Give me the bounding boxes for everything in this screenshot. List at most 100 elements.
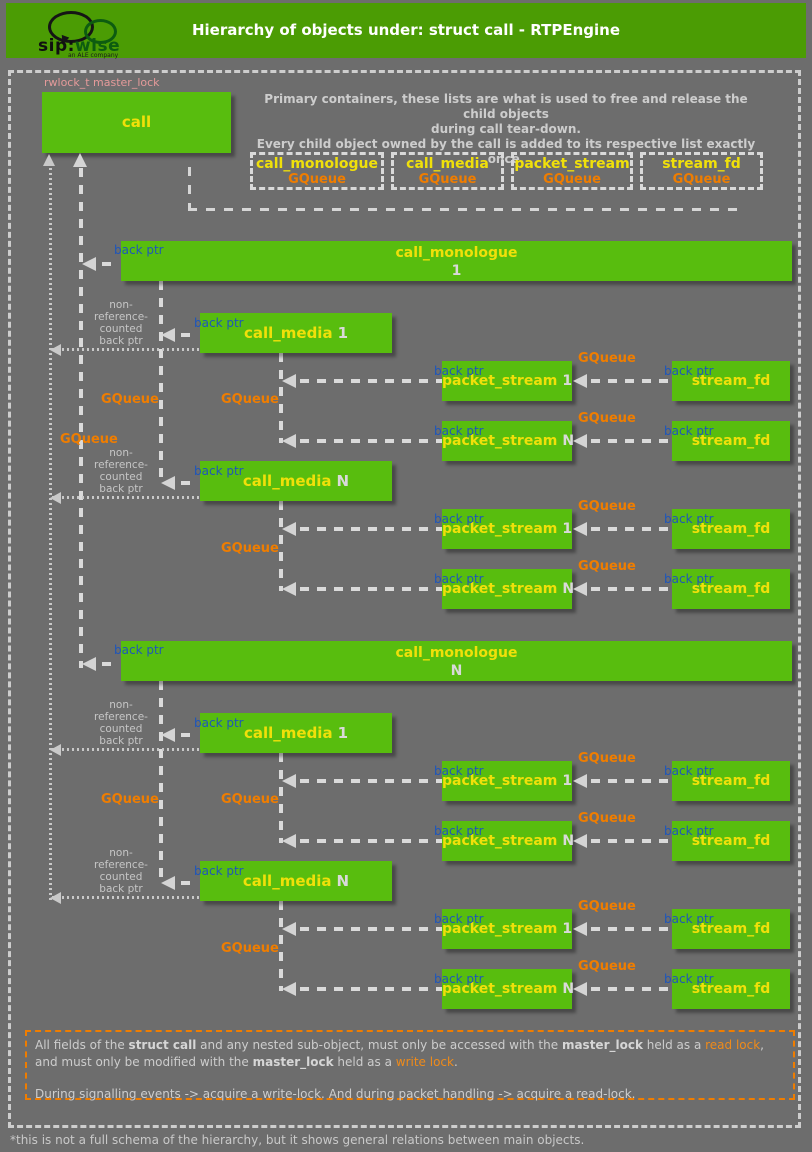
gqueue-arrow [573,774,587,788]
call-media-box: call_media 1 [200,313,392,353]
gqueue-line [591,439,672,443]
back-ptr-label: back ptr [664,424,714,438]
rwlock-master-lock-label: rwlock_t master_lock [44,76,160,89]
note-line-1: All fields of the struct call and any ne… [35,1037,785,1054]
call-monologue-box: call_monologue 1 [121,241,792,281]
legend-name: packet_stream [514,156,630,172]
non-ref-backptr-label: non- reference- counted back ptr [94,299,148,347]
back-ptr-label: back ptr [434,972,484,986]
stream-fd-name: stream_fd [691,981,771,997]
call-media-box: call_media 1 [200,713,392,753]
back-ptr-label: back ptr [194,464,244,478]
non-ref-line: non- [109,447,133,459]
note-text: All fields of the [35,1038,129,1052]
packet-stream-index: 1 [562,373,573,389]
logo-tagline: an ALE company [68,52,119,59]
back-ptr-line [181,333,194,337]
packet-stream-box: packet_stream 1 [442,761,572,801]
gqueue-label: GQueue [578,559,636,574]
non-ref-line: back ptr [99,335,143,347]
gqueue-label: GQueue [221,941,279,956]
stream-fd-box: stream_fd [672,421,790,461]
back-ptr-arrow [50,892,61,904]
gqueue-label: GQueue [221,792,279,807]
gqueue-arrow [573,374,587,388]
logo-wise: wise [74,36,121,56]
legend-name: call_monologue [255,156,379,172]
media-name: call_media [242,872,332,890]
gqueue-line [591,927,672,931]
non-ref-line: back ptr [99,483,143,495]
logo-speech-bubble-small-icon [84,19,117,44]
stream-fd-name: stream_fd [691,581,771,597]
back-ptr-label: back ptr [434,764,484,778]
monologue-name: call_monologue [395,245,518,261]
gqueue-label: GQueue [60,432,118,447]
back-ptr-arrow [82,257,96,271]
gqueue-arrow [282,774,296,788]
back-ptr-label: back ptr [434,824,484,838]
back-ptr-label: back ptr [114,243,164,257]
note-text: held as a [642,1038,706,1052]
back-ptr-label: back ptr [194,716,244,730]
media-name: call_media [242,472,332,490]
note-text: , [760,1038,764,1052]
stream-fd-name: stream_fd [691,433,771,449]
packet-stream-index: 1 [562,521,573,537]
diagram-frame [8,70,801,1128]
back-ptr-line [181,733,194,737]
call-media-box: call_media N [200,461,392,501]
packet-stream-box: packet_stream 1 [442,909,572,949]
back-ptr-label: back ptr [664,364,714,378]
legend-item-stream-fd: stream_fd GQueue [640,152,763,190]
gqueue-line [300,927,442,931]
gqueue-arrow [282,922,296,936]
non-ref-backptr-trunk-line [49,168,52,902]
primary-note-line: Every child object owned by the call is … [256,137,756,166]
back-ptr-line [181,881,194,885]
back-ptr-label: back ptr [434,572,484,586]
non-ref-line: counted [99,723,143,735]
gqueue-arrow [282,522,296,536]
gqueue-stream-line [279,501,283,591]
non-ref-line: counted [99,471,143,483]
gqueue-media-line [159,281,163,479]
stream-fd-box: stream_fd [672,569,790,609]
back-ptr-arrow [161,328,175,342]
note-read-lock: read lock [705,1038,761,1052]
note-master-lock: master_lock [561,1038,643,1052]
gqueue-arrow [573,982,587,996]
gqueue-line [300,587,442,591]
gqueue-line [591,527,672,531]
gqueue-label: GQueue [101,392,159,407]
stream-fd-name: stream_fd [691,373,771,389]
note-write-lock: write lock [395,1055,454,1069]
gqueue-arrow [282,834,296,848]
legend-item-call-media: call_media GQueue [391,152,504,190]
non-ref-line: back ptr [99,735,143,747]
packet-stream-box: packet_stream N [442,969,574,1009]
packet-stream-name: packet_stream [442,981,558,997]
packet-stream-index: N [562,833,575,849]
non-ref-line: non- [109,699,133,711]
call-media-box: call_media N [200,861,392,901]
stream-fd-box: stream_fd [672,821,790,861]
gqueue-label: GQueue [578,411,636,426]
legend-item-call-monologue: call_monologue GQueue [250,152,384,190]
gqueue-label: GQueue [578,899,636,914]
monologue-name: call_monologue [395,645,518,661]
up-arrow-icon [73,153,87,167]
packet-stream-name: packet_stream [442,433,558,449]
packet-stream-box: packet_stream 1 [442,509,572,549]
stream-fd-box: stream_fd [672,509,790,549]
legend-container-type: GQueue [288,172,346,187]
locking-note-box: All fields of the struct call and any ne… [25,1030,795,1101]
gqueue-line [300,439,442,443]
back-ptr-line [181,481,194,485]
back-ptr-label: back ptr [194,316,244,330]
non-ref-line: counted [99,871,143,883]
non-ref-backptr-label: non- reference- counted back ptr [94,699,148,747]
gqueue-line [300,987,442,991]
packet-stream-index: N [562,581,575,597]
